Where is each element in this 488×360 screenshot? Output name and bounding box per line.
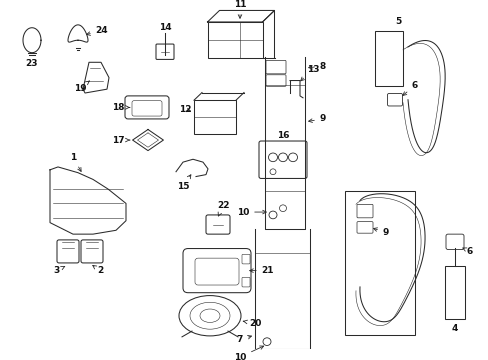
Text: 14: 14 (159, 23, 171, 32)
Text: 5: 5 (394, 17, 400, 26)
Text: 4: 4 (451, 324, 457, 333)
Text: 3: 3 (53, 266, 64, 275)
Text: 7: 7 (236, 335, 251, 344)
Text: 12: 12 (179, 105, 191, 114)
Text: 19: 19 (74, 81, 89, 93)
Text: 23: 23 (26, 59, 38, 68)
Text: 18: 18 (112, 103, 129, 112)
Text: 24: 24 (86, 26, 108, 35)
Text: 9: 9 (308, 114, 325, 123)
Text: 6: 6 (402, 81, 417, 95)
Text: 15: 15 (176, 175, 190, 191)
Bar (207, 22, 262, 58)
Text: 21: 21 (249, 266, 274, 275)
Text: 8: 8 (308, 62, 325, 71)
Text: 1: 1 (70, 153, 81, 171)
Bar (194, 100, 236, 134)
Text: 16: 16 (276, 131, 289, 140)
Text: 10: 10 (236, 208, 266, 217)
Text: 6: 6 (462, 247, 472, 256)
Text: 11: 11 (233, 0, 246, 18)
Text: 9: 9 (373, 228, 388, 237)
Text: 20: 20 (243, 319, 261, 328)
Text: 10: 10 (233, 346, 263, 360)
Text: 22: 22 (216, 201, 229, 216)
Text: 13: 13 (300, 64, 319, 81)
Text: 17: 17 (111, 136, 130, 145)
Text: 2: 2 (93, 265, 103, 275)
